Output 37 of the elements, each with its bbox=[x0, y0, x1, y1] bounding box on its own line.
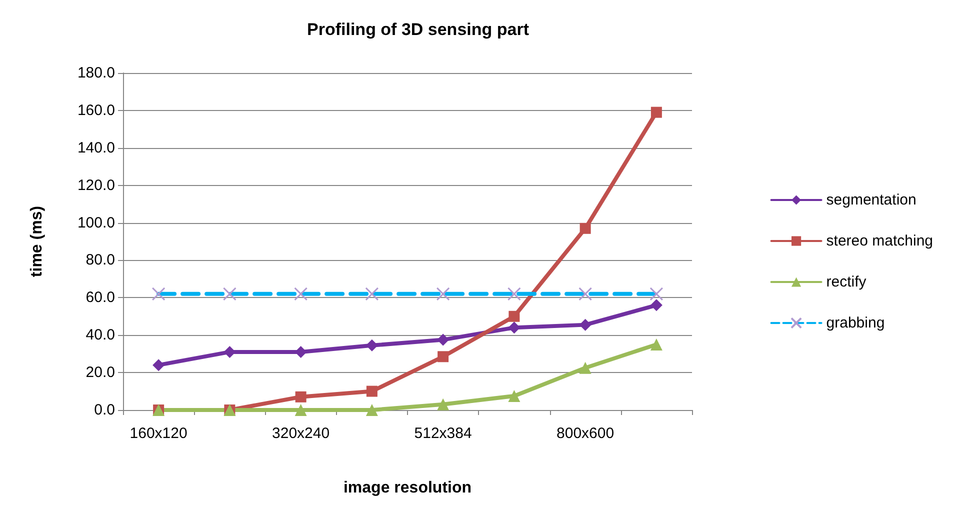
y-tick-label: 160.0 bbox=[77, 102, 115, 119]
point bbox=[650, 299, 662, 312]
point bbox=[438, 351, 449, 362]
y-tick-label: 180.0 bbox=[77, 64, 115, 82]
legend-label: rectify bbox=[826, 274, 867, 290]
y-tick-label: 60.0 bbox=[86, 289, 115, 306]
point bbox=[508, 310, 520, 322]
y-tick-label: 80.0 bbox=[86, 252, 115, 269]
point bbox=[152, 359, 165, 372]
x-axis-title: image resolution bbox=[343, 480, 472, 496]
y-tick-label: 0.0 bbox=[94, 402, 115, 418]
point bbox=[650, 106, 662, 118]
point bbox=[366, 404, 378, 416]
y-tick-label: 100.0 bbox=[77, 214, 115, 232]
x-tick-label: 320x240 bbox=[272, 425, 330, 442]
legend-label: stereo matching bbox=[826, 232, 934, 250]
point bbox=[366, 339, 378, 352]
y-tick-label: 140.0 bbox=[77, 139, 115, 156]
point bbox=[295, 391, 306, 402]
legend-label: grabbing bbox=[826, 314, 885, 332]
x-tick-label: 160x120 bbox=[130, 425, 188, 442]
y-tick-label: 120.0 bbox=[77, 176, 115, 194]
point bbox=[437, 334, 450, 346]
point bbox=[579, 362, 592, 374]
chart-title: Profiling of 3D sensing part bbox=[307, 20, 530, 39]
point bbox=[294, 404, 307, 416]
x-tick-label: 512x384 bbox=[414, 425, 472, 442]
point bbox=[580, 222, 591, 234]
y-axis-title: time (ms) bbox=[28, 206, 46, 278]
legend-label: segmentation bbox=[826, 192, 916, 208]
x-tick-label: 800x600 bbox=[556, 425, 614, 442]
point bbox=[366, 386, 378, 397]
y-tick-label: 20.0 bbox=[86, 364, 115, 382]
point bbox=[650, 338, 662, 350]
y-tick-label: 40.0 bbox=[86, 326, 115, 344]
point bbox=[437, 398, 450, 410]
point bbox=[508, 390, 520, 402]
